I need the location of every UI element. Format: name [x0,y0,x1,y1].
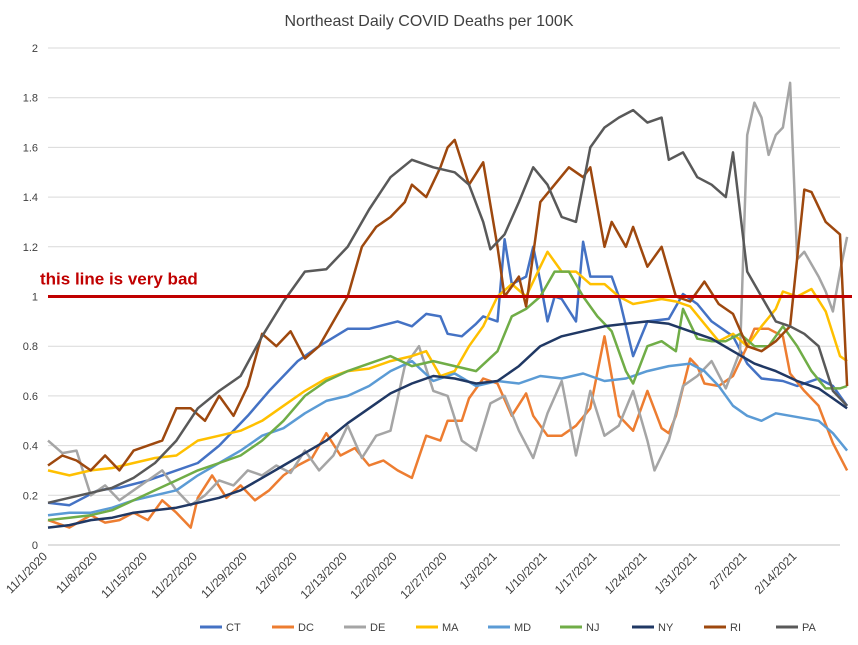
x-tick-label: 1/31/2021 [652,549,700,597]
legend-label-ny: NY [658,622,674,634]
y-tick-label: 0.6 [23,391,38,403]
x-tick-label: 12/20/2020 [347,549,400,602]
y-tick-label: 1.8 [23,93,38,105]
x-tick-label: 11/1/2020 [3,549,50,596]
x-tick-label: 11/15/2020 [98,549,150,601]
legend-label-dc: DC [298,622,314,634]
threshold-label: this line is very bad [40,270,198,289]
chart-title: Northeast Daily COVID Deaths per 100K [284,13,573,30]
x-tick-label: 1/24/2021 [602,549,650,597]
legend-label-md: MD [514,622,531,634]
series-line-ma [47,250,848,477]
x-axis-tick-labels: 11/1/2020 11/8/202011/15/202011/22/202011… [3,549,799,602]
x-tick-label: 11/29/2020 [198,549,250,601]
x-tick-label: 11/8/2020 [53,549,100,596]
series-line-ri [47,138,849,472]
x-tick-label: 12/6/2020 [252,549,300,597]
legend-label-nj: NJ [586,622,599,634]
x-tick-label: 11/22/2020 [148,549,200,601]
x-tick-label: 12/27/2020 [397,549,450,602]
x-tick-label: 2/7/2021 [706,549,749,592]
y-tick-label: 1.4 [23,192,38,204]
legend-label-pa: PA [802,622,817,634]
x-tick-label: 12/13/2020 [297,549,350,602]
y-tick-label: 2 [32,43,38,55]
series-lines [47,81,849,529]
y-tick-label: 0.8 [23,341,38,353]
legend-label-de: DE [370,622,385,634]
x-tick-label: 1/3/2021 [457,549,500,592]
y-tick-label: 1.6 [23,142,38,154]
y-tick-label: 1 [32,292,38,304]
legend: CT DC DE MA MD NJ NY RI PA [200,622,817,634]
series-line-ny [47,320,848,529]
x-tick-label: 1/17/2021 [552,549,600,597]
y-axis-tick-labels: 0 0.2 0.4 0.6 0.8 1 1.2 1.4 1.6 1.8 2 [23,43,38,552]
y-tick-label: 0.2 [23,490,38,502]
legend-label-ri: RI [730,622,741,634]
y-tick-label: 0 [32,540,38,552]
threshold-annotation: this line is very bad [40,270,852,298]
series-line-de [47,81,849,507]
series-line-pa [47,108,849,505]
legend-label-ct: CT [226,622,241,634]
legend-label-ma: MA [442,622,459,634]
x-tick-label: 2/14/2021 [752,549,800,597]
y-tick-label: 0.4 [23,441,38,453]
y-tick-label: 1.2 [23,242,38,254]
x-tick-label: 1/10/2021 [502,549,550,597]
